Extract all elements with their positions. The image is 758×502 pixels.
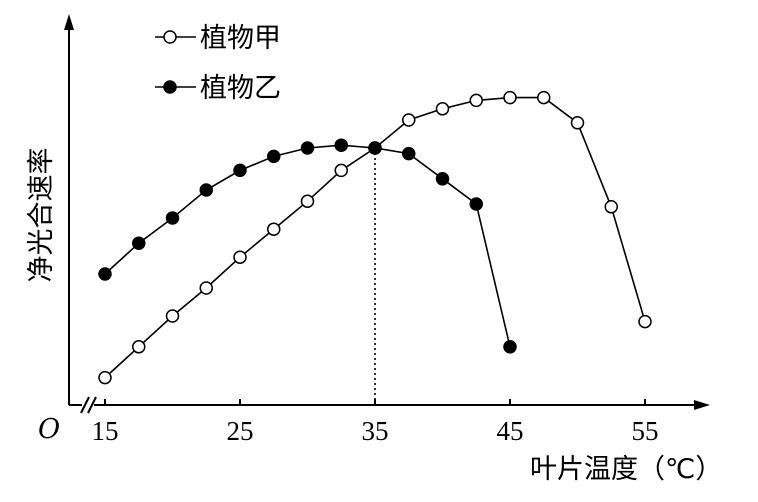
series-0-point-5 [267,222,281,236]
axes [64,14,710,414]
series-1-point-11 [469,197,483,211]
series-line-0 [104,96,646,379]
origin-label: O [38,414,60,445]
axis-break-mark-1 [80,396,90,414]
series-1-point-2 [165,211,180,225]
series-0-point-7 [334,163,348,178]
y-axis-arrow [64,14,74,30]
series-0-point-11 [469,93,483,108]
series-0-point-10 [435,102,450,116]
series-line-1 [104,144,511,347]
series-0-point-1 [132,340,146,354]
series-0-point-9 [402,113,416,127]
x-tick-label-15: 15 [92,416,119,446]
legend-marker-filled-circle [163,80,177,94]
series-0-point-12 [503,90,517,105]
x-ticks: 15 25 35 45 55 [92,399,659,446]
legend-label-0: 植物甲 [200,23,281,54]
series-1-point-7 [334,138,348,152]
series-0-point-2 [165,309,180,323]
series-layer [98,90,652,385]
x-tick-label-55: 55 [632,416,659,446]
series-1-point-4 [233,163,247,178]
legend-label-1: 植物乙 [200,73,281,104]
series-1-point-5 [267,149,281,164]
x-axis-arrow [694,400,710,410]
series-0-point-15 [604,200,618,214]
series-0-point-6 [300,194,315,208]
series-0-point-3 [199,281,213,295]
x-tick-label-45: 45 [497,416,524,446]
series-1-point-3 [199,183,213,197]
series-1-point-12 [503,340,517,354]
axis-break-mark-2 [87,396,97,414]
legend-item-1: 植物乙 [155,73,281,104]
x-tick-label-35: 35 [362,416,389,446]
series-1-point-9 [402,146,416,161]
series-0-point-16 [638,314,652,329]
series-1-point-0 [98,267,112,281]
series-0-point-14 [570,116,585,130]
series-1-point-6 [300,141,315,155]
series-1-point-1 [132,236,146,250]
series-1-point-10 [435,172,450,186]
x-tick-label-25: 25 [227,416,254,446]
series-0-point-0 [98,370,112,385]
series-0-point-13 [537,90,551,105]
series-1 [98,138,517,354]
series-0-point-4 [233,250,247,264]
x-axis-title: 叶片温度（℃） [530,454,722,485]
legend-item-0: 植物甲 [155,23,281,54]
y-axis-title: 净光合速率 [26,148,57,283]
series-1-point-8 [368,141,382,155]
legend: 植物甲 植物乙 [155,23,281,104]
legend-marker-open-circle [163,30,177,44]
